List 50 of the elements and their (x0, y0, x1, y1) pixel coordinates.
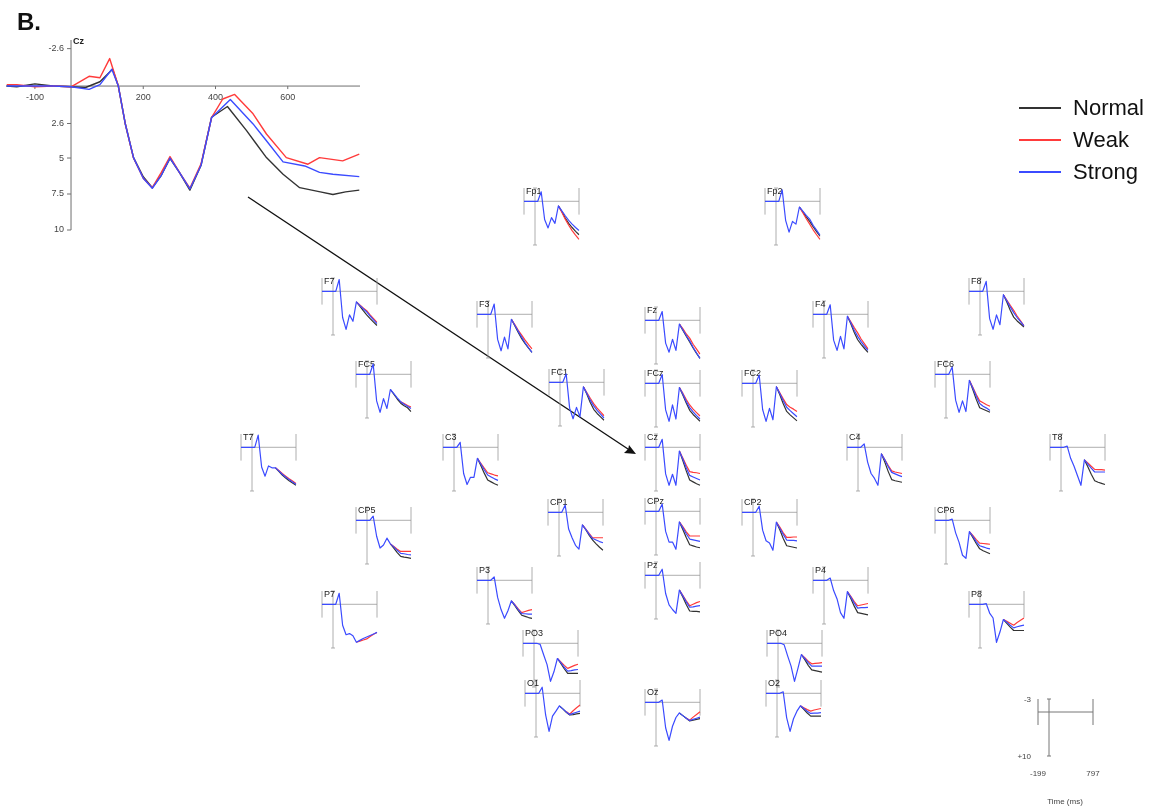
x-tick-label: 600 (280, 92, 296, 103)
text: 797 (1086, 768, 1100, 778)
chart-title: P3 (479, 565, 491, 575)
chart-title: PO4 (769, 628, 788, 638)
chart-title: O1 (527, 678, 540, 688)
legend-label: Weak (1073, 126, 1129, 154)
text: -199 (1029, 768, 1047, 778)
chart-title: Fp2 (767, 186, 783, 196)
chart-title: FC2 (744, 368, 762, 378)
chart-title: CP5 (358, 505, 376, 515)
chart-title: O2 (768, 678, 781, 688)
chart-title: FC6 (937, 359, 955, 369)
chart-title: Fp1 (526, 186, 542, 196)
x-tick-label: 200 (135, 92, 151, 103)
chart-title: FCz (647, 368, 664, 378)
chart-title: Fz (647, 305, 658, 315)
chart-title: C4 (849, 432, 861, 442)
x-tick-label: -100 (25, 92, 44, 103)
text: +10 (1017, 751, 1031, 761)
chart-title: F4 (815, 299, 826, 309)
chart-title: Pz (647, 560, 658, 570)
chart-title: F8 (971, 276, 982, 286)
text: -3 (1023, 694, 1031, 704)
chart-title: Cz (73, 36, 85, 46)
chart-title: FC1 (551, 367, 569, 377)
y-tick-label: 7.5 (51, 188, 65, 199)
chart-title: CP1 (550, 497, 568, 507)
y-tick-label: 10 (54, 224, 65, 235)
chart-title: CP6 (937, 505, 955, 515)
y-tick-label: 2.6 (51, 117, 65, 128)
chart-title: F3 (479, 299, 490, 309)
chart-title: CP2 (744, 497, 762, 507)
text: B. (17, 8, 41, 36)
chart-title: F7 (324, 276, 335, 286)
chart-title: T7 (243, 432, 254, 442)
chart-title: CPz (647, 496, 665, 506)
y-tick-label: 5 (59, 152, 65, 163)
text: Time (ms) (1047, 796, 1083, 806)
chart-title: P8 (971, 589, 983, 599)
chart-title: Cz (647, 432, 659, 442)
legend-label: Strong (1073, 158, 1138, 186)
legend-label: Normal (1073, 94, 1144, 122)
chart-title: P4 (815, 565, 827, 575)
chart-title: Oz (647, 687, 659, 697)
chart-title: T8 (1052, 432, 1063, 442)
y-tick-label: -2.6 (48, 43, 65, 54)
x-tick-label: 400 (207, 92, 224, 103)
chart-title: P7 (324, 589, 336, 599)
chart-title: C3 (445, 432, 457, 442)
chart-title: PO3 (525, 628, 544, 638)
